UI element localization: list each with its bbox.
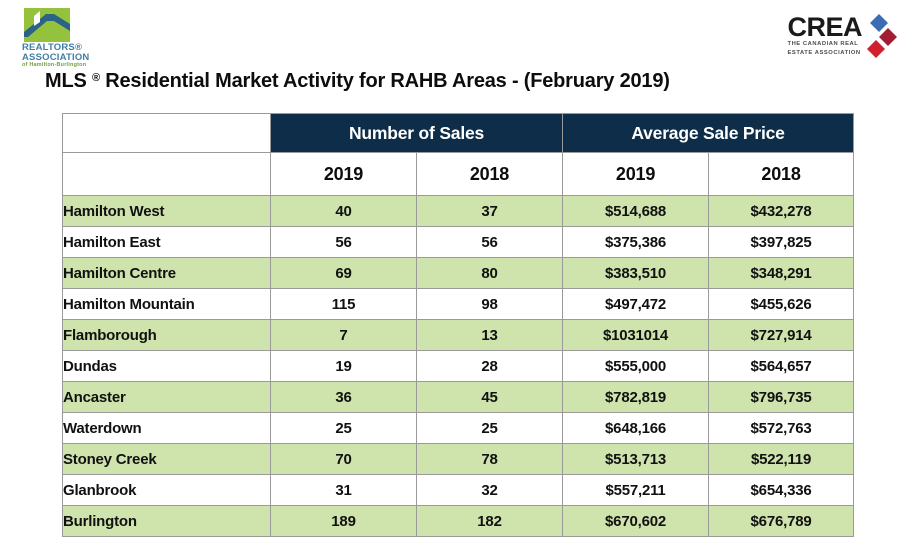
area-cell: Hamilton East <box>62 226 271 258</box>
sales-2018-cell: 37 <box>415 195 564 227</box>
rahb-house-icon <box>24 8 70 42</box>
year-header-price-2019: 2019 <box>562 152 710 196</box>
price-2018-cell: $796,735 <box>708 381 855 413</box>
price-2018-cell: $397,825 <box>708 226 855 258</box>
header-number-of-sales: Number of Sales <box>269 113 564 153</box>
crea-diamonds-icon <box>867 14 897 58</box>
title-registered-mark: ® <box>91 72 100 84</box>
table-row: Dundas 19 28 $555,000 $564,657 <box>62 350 855 382</box>
sales-2019-cell: 70 <box>270 443 417 475</box>
sales-2019-cell: 36 <box>270 381 417 413</box>
table-row: Hamilton West 40 37 $514,688 $432,278 <box>62 195 855 227</box>
price-2018-cell: $727,914 <box>708 319 855 351</box>
sales-2018-cell: 98 <box>415 288 564 320</box>
sales-2018-cell: 56 <box>415 226 564 258</box>
table-row: Hamilton Centre 69 80 $383,510 $348,291 <box>62 257 855 289</box>
header-average-sale-price: Average Sale Price <box>562 113 855 153</box>
table-year-header-row: 2019 2018 2019 2018 <box>62 152 855 196</box>
crea-logo-subline2: ESTATE ASSOCIATION <box>787 49 861 56</box>
area-cell: Burlington <box>62 505 271 537</box>
crea-logo-subline1: THE CANADIAN REAL <box>787 40 859 47</box>
area-cell: Flamborough <box>62 319 271 351</box>
price-2018-cell: $676,789 <box>708 505 855 537</box>
area-cell: Hamilton Mountain <box>62 288 271 320</box>
rahb-logo-line1: REALTORS® <box>22 42 83 53</box>
price-2018-cell: $654,336 <box>708 474 855 506</box>
sales-2019-cell: 56 <box>270 226 417 258</box>
sales-2019-cell: 69 <box>270 257 417 289</box>
area-cell: Waterdown <box>62 412 271 444</box>
area-cell: Dundas <box>62 350 271 382</box>
table-row: Ancaster 36 45 $782,819 $796,735 <box>62 381 855 413</box>
rahb-logo-line2: ASSOCIATION <box>22 51 90 63</box>
sales-2018-cell: 45 <box>415 381 564 413</box>
title-prefix: MLS <box>45 70 87 92</box>
sales-2018-cell: 13 <box>415 319 564 351</box>
price-2019-cell: $383,510 <box>562 257 710 289</box>
price-2018-cell: $572,763 <box>708 412 855 444</box>
price-2019-cell: $497,472 <box>562 288 710 320</box>
rahb-logo-line3: of Hamilton-Burlington <box>22 62 87 68</box>
table-row: Glanbrook 31 32 $557,211 $654,336 <box>62 474 855 506</box>
year-header-price-2018: 2018 <box>708 152 855 196</box>
crea-logo: CREA THE CANADIAN REAL ESTATE ASSOCIATIO… <box>787 13 898 60</box>
year-header-sales-2019: 2019 <box>270 152 417 196</box>
market-activity-table: Number of Sales Average Sale Price 2019 … <box>62 113 855 537</box>
sales-2019-cell: 19 <box>270 350 417 382</box>
area-cell: Hamilton West <box>62 195 271 227</box>
sales-2019-cell: 31 <box>270 474 417 506</box>
sales-2018-cell: 80 <box>415 257 564 289</box>
sales-2019-cell: 25 <box>270 412 417 444</box>
sales-2018-cell: 32 <box>415 474 564 506</box>
sales-2019-cell: 189 <box>270 505 417 537</box>
price-2019-cell: $648,166 <box>562 412 710 444</box>
area-cell: Stoney Creek <box>62 443 271 475</box>
sales-2019-cell: 7 <box>270 319 417 351</box>
price-2019-cell: $1031014 <box>562 319 710 351</box>
table-row: Hamilton East 56 56 $375,386 $397,825 <box>62 226 855 258</box>
table-group-header-row: Number of Sales Average Sale Price <box>62 113 855 153</box>
price-2019-cell: $375,386 <box>562 226 710 258</box>
market-activity-table-container: Number of Sales Average Sale Price 2019 … <box>62 113 855 537</box>
price-2018-cell: $564,657 <box>708 350 855 382</box>
table-row: Flamborough 7 13 $1031014 $727,914 <box>62 319 855 351</box>
title-rest: Residential Market Activity for RAHB Are… <box>99 70 670 92</box>
price-2019-cell: $670,602 <box>562 505 710 537</box>
price-2019-cell: $782,819 <box>562 381 710 413</box>
price-2018-cell: $522,119 <box>708 443 855 475</box>
area-cell: Ancaster <box>62 381 271 413</box>
price-2019-cell: $514,688 <box>562 195 710 227</box>
page-title: MLS ® Residential Market Activity for RA… <box>45 70 670 93</box>
sales-2019-cell: 40 <box>270 195 417 227</box>
sales-2018-cell: 28 <box>415 350 564 382</box>
year-header-sales-2018: 2018 <box>415 152 564 196</box>
area-cell: Glanbrook <box>62 474 271 506</box>
sales-2019-cell: 115 <box>270 288 417 320</box>
price-2018-cell: $432,278 <box>708 195 855 227</box>
table-row: Waterdown 25 25 $648,166 $572,763 <box>62 412 855 444</box>
table-body: Hamilton West 40 37 $514,688 $432,278 Hamilto… <box>62 195 855 537</box>
table-row: Stoney Creek 70 78 $513,713 $522,119 <box>62 443 855 475</box>
sales-2018-cell: 25 <box>415 412 564 444</box>
price-2019-cell: $513,713 <box>562 443 710 475</box>
empty-year-cell <box>62 152 271 196</box>
price-2018-cell: $455,626 <box>708 288 855 320</box>
crea-logo-text: CREA THE CANADIAN REAL ESTATE ASSOCIATIO… <box>787 11 862 57</box>
empty-header-cell <box>62 113 271 153</box>
rahb-logo: REALTORS® ASSOCIATION of Hamilton-Burlin… <box>22 8 92 69</box>
table-row: Burlington 189 182 $670,602 $676,789 <box>62 505 855 537</box>
table-row: Hamilton Mountain 115 98 $497,472 $455,626 <box>62 288 855 320</box>
price-2019-cell: $555,000 <box>562 350 710 382</box>
price-2018-cell: $348,291 <box>708 257 855 289</box>
price-2019-cell: $557,211 <box>562 474 710 506</box>
sales-2018-cell: 78 <box>415 443 564 475</box>
area-cell: Hamilton Centre <box>62 257 271 289</box>
crea-logo-name: CREA <box>787 11 862 42</box>
sales-2018-cell: 182 <box>415 505 564 537</box>
